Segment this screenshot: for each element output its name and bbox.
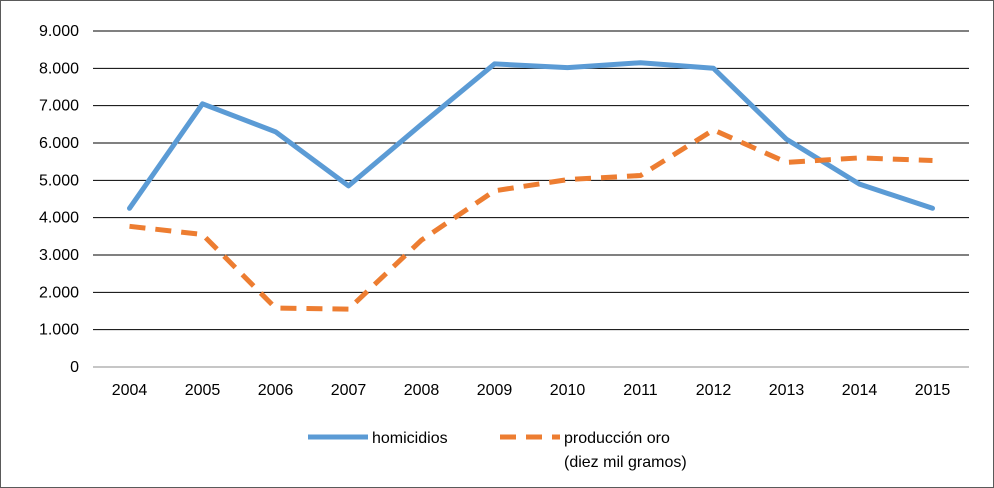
x-tick-label: 2014	[842, 382, 878, 399]
x-tick-label: 2008	[404, 382, 440, 399]
x-tick-label: 2007	[331, 382, 367, 399]
x-tick-label: 2015	[915, 382, 951, 399]
series-line-produccion-oro	[129, 127, 933, 312]
y-tick-label: 6.000	[39, 135, 79, 152]
legend: homicidios producción oro (diez mil gram…	[308, 430, 687, 471]
legend-label-homicidios: homicidios	[372, 430, 448, 447]
y-axis-tick-labels: 0 1.000 2.000 3.000 4.000 5.000 6.000 7.000 8.00…	[39, 23, 79, 376]
y-tick-label: 9.000	[39, 23, 79, 40]
x-tick-label: 2004	[112, 382, 148, 399]
series-line-homicidios	[127, 60, 935, 211]
y-tick-label: 2.000	[39, 284, 79, 301]
gridlines	[93, 30, 969, 368]
y-tick-label: 4.000	[39, 210, 79, 227]
legend-label-produccion-oro: producción oro	[564, 430, 670, 447]
x-tick-label: 2013	[769, 382, 805, 399]
x-tick-label: 2010	[550, 382, 586, 399]
x-tick-label: 2012	[696, 382, 732, 399]
y-tick-label: 5.000	[39, 172, 79, 189]
y-tick-label: 3.000	[39, 247, 79, 264]
x-tick-label: 2011	[623, 382, 658, 399]
x-axis-tick-labels: 2004 2005 2006 2007 2008 2009 2010 2011 2012 2013…	[112, 382, 951, 399]
y-tick-label: 0	[70, 359, 79, 376]
series-lines	[127, 60, 935, 312]
x-tick-label: 2006	[258, 382, 294, 399]
x-tick-label: 2005	[185, 382, 221, 399]
y-tick-label: 7.000	[39, 98, 79, 115]
y-tick-label: 1.000	[39, 322, 79, 339]
x-tick-label: 2009	[477, 382, 513, 399]
y-tick-label: 8.000	[39, 60, 79, 77]
legend-label-produccion-oro-line2: (diez mil gramos)	[564, 454, 687, 471]
